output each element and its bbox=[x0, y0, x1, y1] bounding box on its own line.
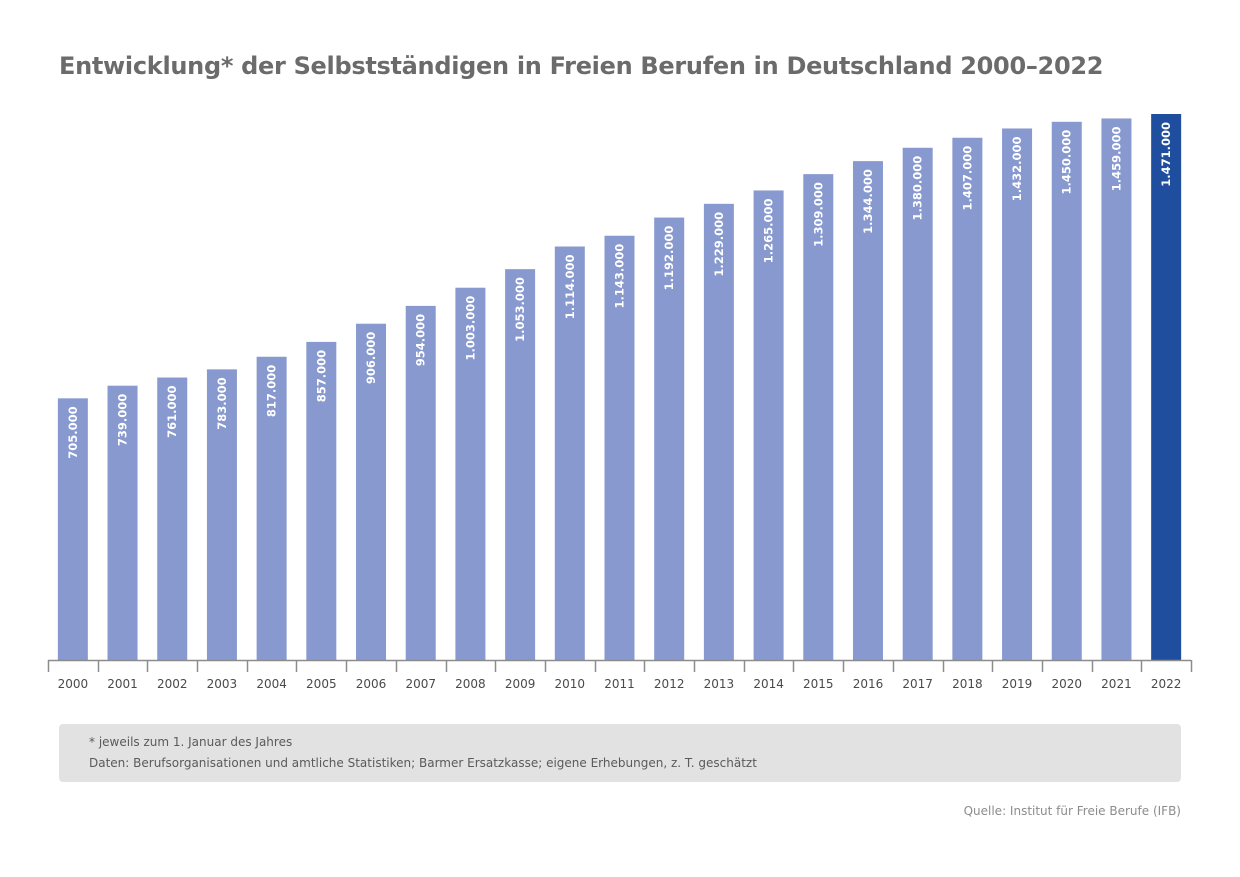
x-tick-label-2011: 2011 bbox=[604, 677, 635, 691]
x-tick-label-2017: 2017 bbox=[902, 677, 933, 691]
bar-2004 bbox=[256, 356, 287, 660]
footnote-reference-date: * jeweils zum 1. Januar des Jahres bbox=[89, 735, 293, 749]
x-tick-label-2006: 2006 bbox=[356, 677, 387, 691]
data-label-2002: 761.000 bbox=[165, 386, 179, 438]
bar-2012 bbox=[654, 217, 685, 661]
bar-2002 bbox=[157, 377, 188, 660]
x-tick-label-2008: 2008 bbox=[455, 677, 486, 691]
data-label-2006: 906.000 bbox=[364, 332, 378, 384]
bar-2020 bbox=[1051, 121, 1082, 661]
data-label-2018: 1.407.000 bbox=[960, 146, 974, 211]
data-label-2016: 1.344.000 bbox=[861, 169, 875, 234]
x-tick-label-2018: 2018 bbox=[952, 677, 983, 691]
x-tick-label-2002: 2002 bbox=[157, 677, 188, 691]
data-label-2013: 1.229.000 bbox=[712, 212, 726, 277]
data-label-2020: 1.450.000 bbox=[1060, 130, 1074, 195]
data-label-2000: 705.000 bbox=[66, 406, 80, 458]
data-label-2001: 739.000 bbox=[116, 394, 130, 446]
bar-2000 bbox=[57, 398, 88, 660]
x-tick-label-2016: 2016 bbox=[853, 677, 884, 691]
x-tick-label-2015: 2015 bbox=[803, 677, 834, 691]
data-label-2003: 783.000 bbox=[215, 377, 229, 429]
x-tick-label-2020: 2020 bbox=[1051, 677, 1082, 691]
data-label-2014: 1.265.000 bbox=[762, 198, 776, 263]
bar-2013 bbox=[703, 203, 734, 660]
x-tick-label-2001: 2001 bbox=[107, 677, 138, 691]
data-label-2015: 1.309.000 bbox=[811, 182, 825, 247]
bar-2001 bbox=[107, 385, 138, 660]
bar-2009 bbox=[505, 269, 536, 660]
x-tick-label-2004: 2004 bbox=[256, 677, 287, 691]
x-tick-label-2007: 2007 bbox=[405, 677, 436, 691]
data-label-2004: 817.000 bbox=[265, 365, 279, 417]
bar-2019 bbox=[1002, 128, 1033, 661]
data-label-2022: 1.471.000 bbox=[1159, 122, 1173, 187]
bar-2006 bbox=[356, 323, 387, 660]
footnote-box: * jeweils zum 1. Januar des Jahres Daten… bbox=[59, 724, 1181, 782]
x-tick-label-2019: 2019 bbox=[1002, 677, 1033, 691]
x-tick-label-2009: 2009 bbox=[505, 677, 536, 691]
data-label-2008: 1.003.000 bbox=[463, 296, 477, 361]
data-label-2017: 1.380.000 bbox=[911, 156, 925, 221]
data-label-2019: 1.432.000 bbox=[1010, 136, 1024, 201]
bar-2003 bbox=[206, 369, 237, 660]
x-tick-label-2010: 2010 bbox=[555, 677, 586, 691]
bar-2010 bbox=[554, 246, 585, 660]
bar-2014 bbox=[753, 190, 784, 660]
bar-2016 bbox=[852, 161, 883, 661]
chart-title: Entwicklung* der Selbstständigen in Frei… bbox=[59, 52, 1104, 80]
bar-2007 bbox=[405, 305, 436, 660]
data-label-2010: 1.114.000 bbox=[563, 255, 577, 320]
x-tick-label-2014: 2014 bbox=[753, 677, 784, 691]
x-tick-label-2000: 2000 bbox=[58, 677, 89, 691]
x-tick-label-2013: 2013 bbox=[704, 677, 735, 691]
x-tick-label-2003: 2003 bbox=[207, 677, 238, 691]
x-tick-label-2012: 2012 bbox=[654, 677, 685, 691]
data-label-2005: 857.000 bbox=[314, 350, 328, 402]
bar-2015 bbox=[803, 174, 834, 660]
bar-2022 bbox=[1151, 114, 1182, 660]
x-tick-label-2005: 2005 bbox=[306, 677, 337, 691]
bar-2011 bbox=[604, 235, 635, 660]
source-credit: Quelle: Institut für Freie Berufe (IFB) bbox=[963, 804, 1181, 818]
bar-2018 bbox=[952, 137, 983, 661]
x-tick-label-2022: 2022 bbox=[1151, 677, 1182, 691]
bar-2008 bbox=[455, 287, 486, 660]
footnote-data-sources: Daten: Berufsorganisationen und amtliche… bbox=[89, 756, 757, 770]
data-label-2012: 1.192.000 bbox=[662, 226, 676, 291]
data-label-2011: 1.143.000 bbox=[613, 244, 627, 309]
bar-2005 bbox=[306, 341, 337, 660]
bar-2017 bbox=[902, 147, 933, 660]
data-label-2009: 1.053.000 bbox=[513, 277, 527, 342]
data-label-2021: 1.459.000 bbox=[1109, 126, 1123, 191]
data-label-2007: 954.000 bbox=[414, 314, 428, 366]
bar-2021 bbox=[1101, 118, 1132, 661]
x-tick-label-2021: 2021 bbox=[1101, 677, 1132, 691]
